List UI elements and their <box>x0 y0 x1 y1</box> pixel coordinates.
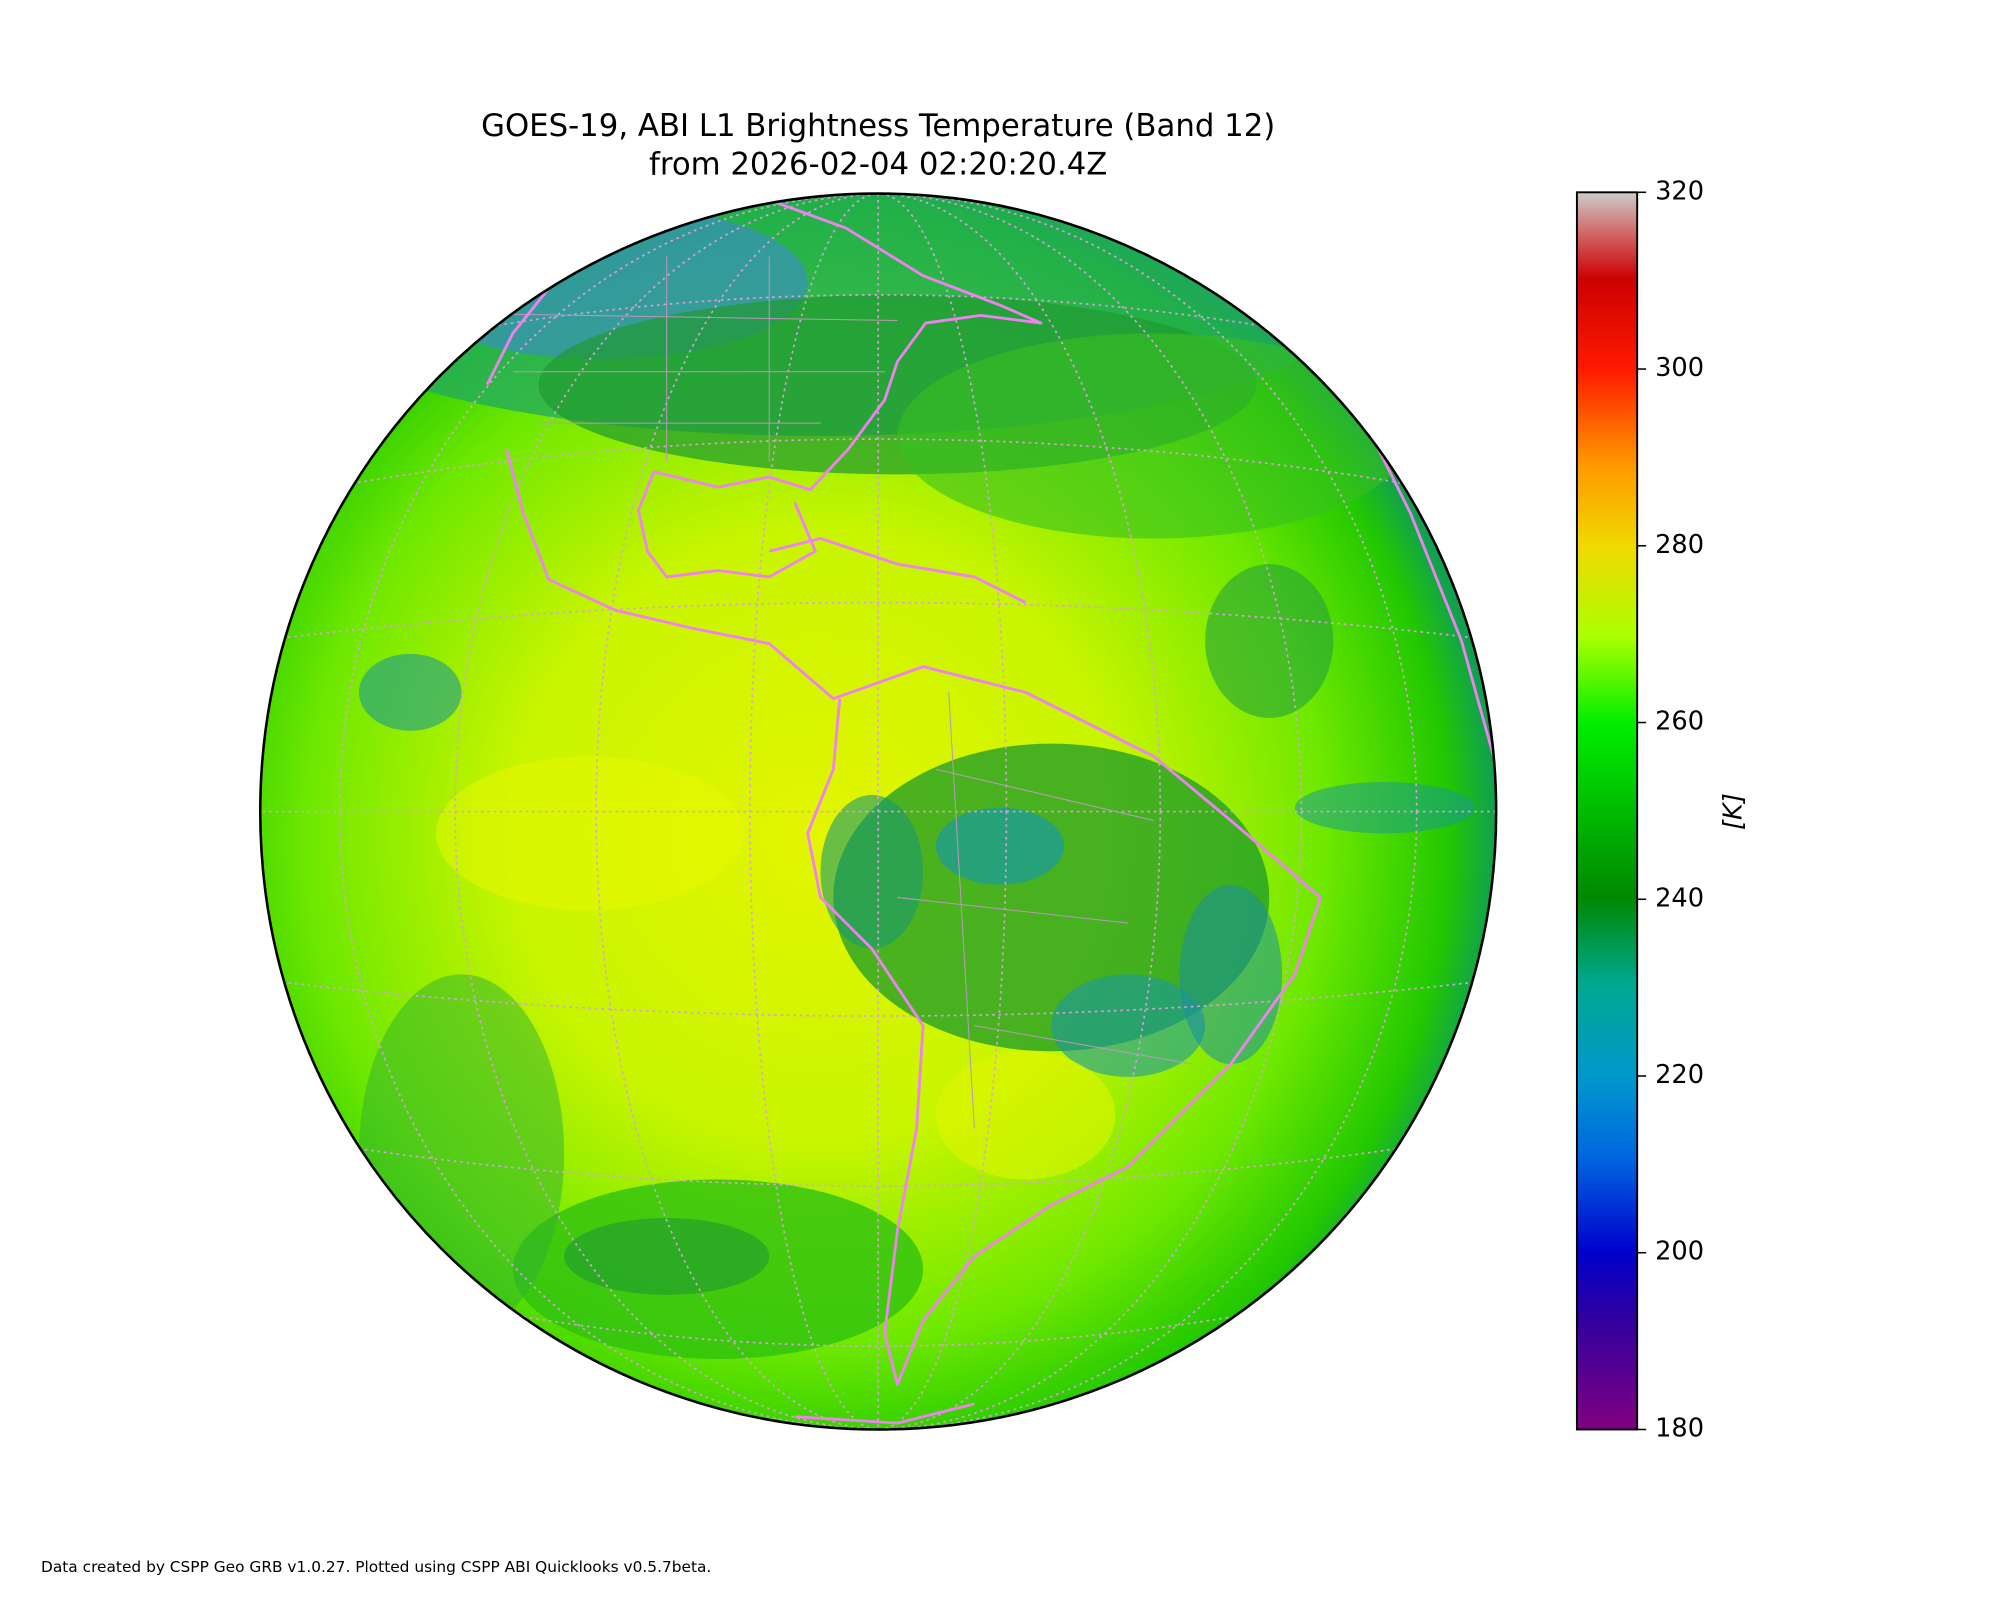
colorbar-tick-label: 200 <box>1655 1237 1704 1267</box>
title-line-1: GOES-19, ABI L1 Brightness Temperature (… <box>481 108 1275 144</box>
colorbar-tick-label: 300 <box>1655 353 1704 383</box>
colorbar-tick-label: 320 <box>1655 176 1704 206</box>
globe-image <box>260 193 1497 1430</box>
colorbar-tick-label: 220 <box>1655 1060 1704 1090</box>
colorbar-ticks: 180 200 220 240 260 280 300 320 <box>1637 176 1704 1443</box>
colorbar-tick-label: 280 <box>1655 530 1704 560</box>
title-line-2: from 2026-02-04 02:20:20.4Z <box>649 146 1107 182</box>
footer: Data created by CSPP Geo GRB v1.0.27. Pl… <box>41 1558 711 1576</box>
colorbar-tick-label: 180 <box>1655 1413 1704 1443</box>
colorbar-label: [K] <box>1719 793 1749 830</box>
colorbar-tick-label: 240 <box>1655 883 1704 913</box>
colorbar <box>1575 191 1639 1431</box>
colorbar-tick-label: 260 <box>1655 707 1704 737</box>
globe-outline <box>258 192 1498 1431</box>
